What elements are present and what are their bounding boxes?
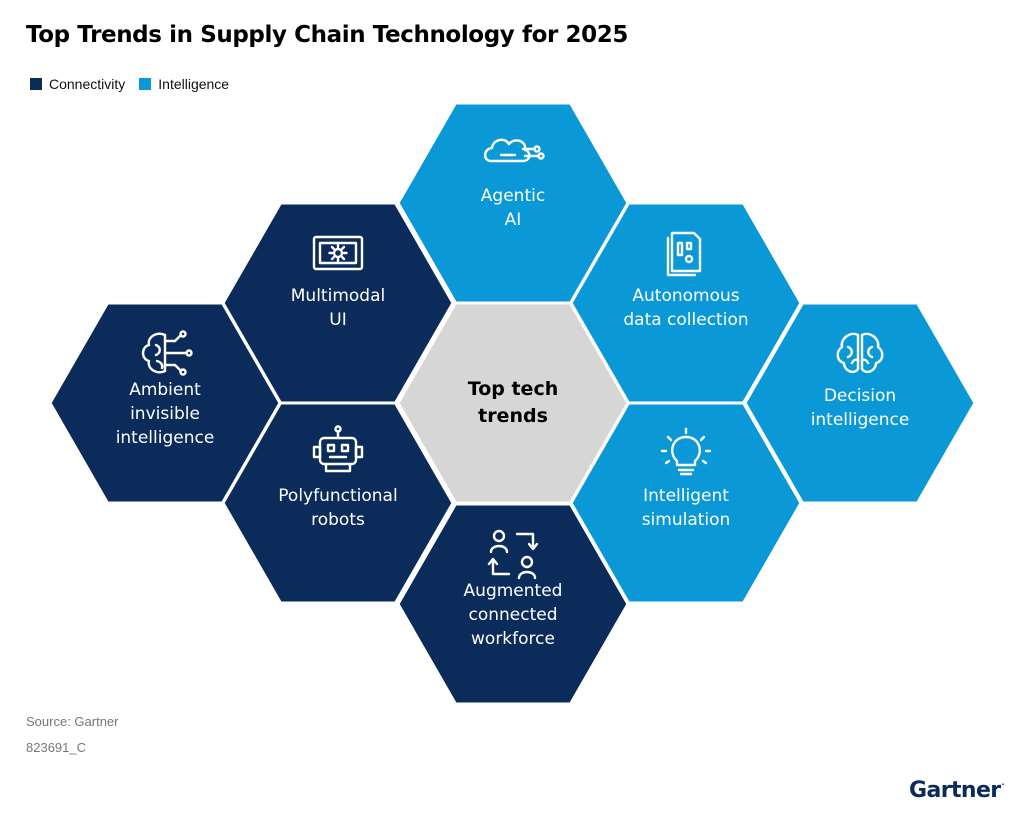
center-label-line: Top tech xyxy=(468,378,558,400)
hexagon-layer: Top tech trends Agentic AI Multimodal UI Auton… xyxy=(48,101,977,706)
hexagon-label-line: Polyfunctional xyxy=(278,486,397,506)
people-swap-icon xyxy=(487,529,539,580)
hexagon-polyfunctional-robots: Polyfunctional robots xyxy=(221,401,455,605)
lightbulb-icon xyxy=(660,427,712,476)
legend-swatch-connectivity xyxy=(30,78,42,90)
hexagon-autonomous-data-collection: Autonomous data collection xyxy=(569,201,803,405)
screen-gear-icon xyxy=(312,235,364,271)
hexagon-label-line: connected xyxy=(468,605,557,625)
center-hexagon: Top tech trends xyxy=(396,301,630,505)
source-note: Source: Gartner xyxy=(26,714,119,729)
hexagon-label-line: robots xyxy=(311,510,365,530)
center-label-line: trends xyxy=(478,405,548,427)
hexagon-label-line: Agentic xyxy=(481,186,545,206)
hexagon-label-line: intelligence xyxy=(116,428,215,448)
hexagon-label-line: Intelligent xyxy=(643,486,729,506)
hexagon-label-line: Multimodal xyxy=(291,286,385,306)
robot-icon xyxy=(312,425,364,473)
page-title: Top Trends in Supply Chain Technology fo… xyxy=(26,22,628,48)
logo-dot: . xyxy=(1001,778,1005,787)
hexagon-label-line: Decision xyxy=(824,386,896,406)
hexagon-label-line: workforce xyxy=(471,629,555,649)
hexagon-label-line: Autonomous xyxy=(632,286,739,306)
hexagon-shape-polyfunctional-robots xyxy=(221,401,455,605)
document-chip-icon xyxy=(666,231,702,277)
figure-code: 823691_C xyxy=(26,740,86,755)
circuit-cloud-icon xyxy=(483,138,545,163)
hexagon-label-line: Augmented xyxy=(464,581,563,601)
gartner-logo: Gartner. xyxy=(909,778,1005,803)
hexagon-agentic-ai: Agentic AI xyxy=(396,101,630,305)
hexagon-augmented-connected-workforce: Augmented connected workforce xyxy=(396,502,630,706)
hexagon-label-line: UI xyxy=(329,310,346,330)
hexagon-intelligent-simulation: Intelligent simulation xyxy=(569,401,803,605)
hexagon-decision-intelligence: Decision intelligence xyxy=(743,301,977,505)
legend-swatch-intelligence xyxy=(139,78,152,90)
hexagon-label-line: invisible xyxy=(130,404,200,424)
brain-circuit-icon xyxy=(141,330,193,376)
hexagon-shape-augmented-connected-workforce xyxy=(396,502,630,706)
hexagon-label-line: intelligence xyxy=(811,410,910,430)
hexagon-label-line: AI xyxy=(505,210,522,230)
legend-item-intelligence: Intelligence xyxy=(139,76,229,92)
logo-text: Gartner xyxy=(909,778,1001,803)
legend-label-connectivity: Connectivity xyxy=(49,76,126,92)
hexagon-label-line: simulation xyxy=(642,510,731,530)
legend-item-connectivity: Connectivity xyxy=(30,76,125,92)
hexagon-multimodal-ui: Multimodal UI xyxy=(221,201,455,405)
hexagon-label-line: data collection xyxy=(623,310,748,330)
legend-label-intelligence: Intelligence xyxy=(158,76,230,92)
legend: Connectivity Intelligence xyxy=(30,76,243,92)
hexagon-label-line: Ambient xyxy=(129,380,201,400)
brain-icon xyxy=(836,332,884,374)
